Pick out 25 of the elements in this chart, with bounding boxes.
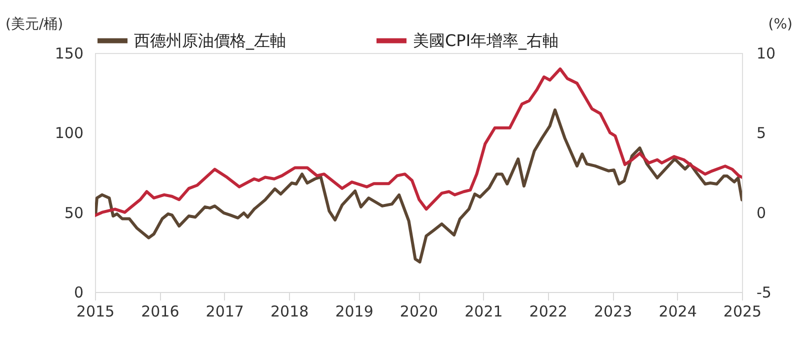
y2-tick-label: 5 xyxy=(756,124,766,142)
x-tick-label: 2023 xyxy=(594,302,632,320)
line-series xyxy=(95,67,742,218)
y2-axis-title: (%) xyxy=(768,16,792,32)
x-tick-label: 2015 xyxy=(76,302,115,320)
x-tick-label: 2017 xyxy=(206,302,244,320)
x-tick-label: 2024 xyxy=(658,302,697,320)
x-tick-label: 2025 xyxy=(723,302,762,320)
x-tick-label: 2016 xyxy=(141,302,180,320)
x-tick-label: 2021 xyxy=(464,302,503,320)
y-axis-title: (美元/桶) xyxy=(6,16,64,32)
y-tick-label: 100 xyxy=(54,124,84,142)
y2-tick-label: -5 xyxy=(756,284,772,302)
y2-tick-label: 0 xyxy=(756,204,766,222)
y2-tick-label: 10 xyxy=(756,44,776,62)
y-tick-label: 0 xyxy=(74,284,84,302)
y-tick-label: 150 xyxy=(54,44,84,62)
x-tick-label: 2022 xyxy=(529,302,568,320)
y-tick-label: 50 xyxy=(64,204,84,222)
legend-label: 美國CPI年增率_右軸 xyxy=(413,30,559,50)
x-tick-label: 2018 xyxy=(270,302,309,320)
x-tick-label: 2020 xyxy=(400,302,438,320)
legend-label: 西德州原油價格_左軸 xyxy=(134,30,286,50)
line-series xyxy=(95,108,742,264)
x-tick-label: 2019 xyxy=(335,302,374,320)
